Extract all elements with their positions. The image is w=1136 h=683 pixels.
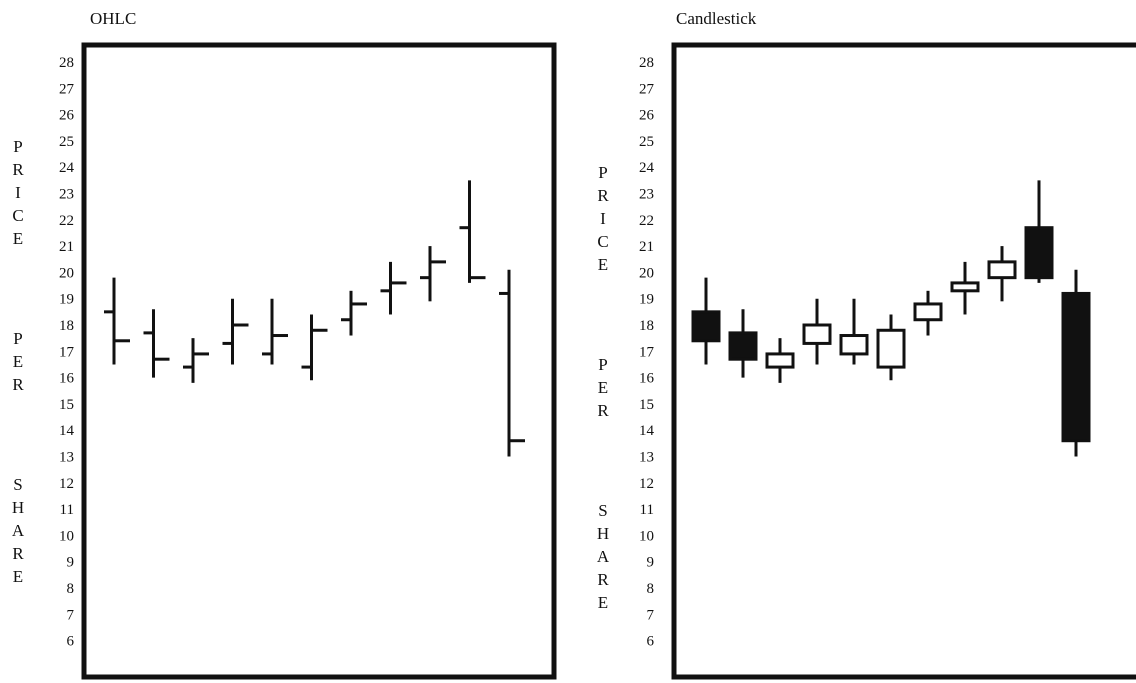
ohlc-bar: [341, 290, 367, 336]
candlestick-up: [876, 314, 906, 381]
candlestick-body: [1061, 291, 1091, 443]
ohlc-bar: [104, 277, 130, 365]
y-tick-label: 25: [59, 134, 74, 150]
candlestick-body: [987, 260, 1017, 280]
y-tick-label: 12: [639, 476, 654, 492]
ohlc-y-axis-ticks: 28 27 26 25 24 23 22 21 20 19 18 17 16 15 14 13 12 11 10 9 8…: [59, 55, 75, 650]
candlestick-y-axis-title: P R I C E P E R S H A R E: [597, 163, 610, 612]
y-tick-label: 6: [67, 634, 75, 650]
y-tick-label: 18: [639, 318, 654, 334]
y-tick-label: 10: [59, 528, 74, 544]
y-tick-label: 8: [647, 581, 655, 597]
y-tick-label: 13: [639, 450, 654, 466]
y-tick-label: 19: [59, 292, 74, 308]
ohlc-bar: [222, 298, 249, 365]
ohlc-bar: [380, 261, 407, 315]
ohlc-plot-frame: [81, 42, 557, 680]
candlestick-body: [913, 302, 943, 322]
candlestick-body: [876, 328, 906, 369]
ohlc-bar: [143, 309, 170, 378]
y-tick-label: 14: [59, 423, 75, 439]
candlestick-chart-title: Candlestick: [676, 9, 757, 28]
candlestick-down: [1024, 180, 1054, 283]
ohlc-chart: OHLC P R I C E P E R S H A R E 28 27 26 25 24 23 22 21 20 19 1…: [12, 9, 557, 680]
ohlc-y-axis-title: P R I C E P E R S H A R E: [12, 137, 25, 586]
y-tick-label: 8: [67, 581, 75, 597]
candlestick-up: [802, 298, 832, 365]
y-tick-label: 13: [59, 450, 74, 466]
candlestick-up: [987, 246, 1017, 302]
candlestick-up: [913, 290, 943, 336]
candlestick-body: [950, 281, 980, 293]
y-tick-label: 6: [647, 634, 655, 650]
y-tick-label: 11: [60, 502, 74, 518]
y-tick-label: 11: [640, 502, 654, 518]
ohlc-bar: [301, 314, 328, 381]
y-tick-label: 7: [647, 607, 655, 623]
y-tick-label: 26: [639, 108, 655, 124]
y-tick-label: 9: [67, 555, 75, 571]
y-tick-label: 7: [67, 607, 75, 623]
y-tick-label: 26: [59, 108, 75, 124]
y-tick-label: 28: [639, 55, 654, 71]
ohlc-bars: [104, 180, 525, 457]
y-tick-label: 10: [639, 528, 654, 544]
candlestick-down: [728, 309, 758, 378]
y-tick-label: 12: [59, 476, 74, 492]
y-tick-label: 20: [59, 265, 74, 281]
candlestick-body: [691, 310, 721, 343]
y-tick-label: 22: [639, 213, 654, 229]
y-tick-label: 15: [639, 397, 654, 413]
y-tick-label: 17: [59, 344, 75, 360]
ohlc-bar: [459, 180, 486, 283]
y-tick-label: 23: [639, 187, 654, 203]
ohlc-bar: [420, 246, 446, 302]
y-tick-label: 21: [59, 239, 74, 255]
y-tick-label: 28: [59, 55, 74, 71]
y-tick-label: 16: [59, 371, 75, 387]
ohlc-bar: [262, 298, 288, 365]
candlestick-down: [691, 277, 721, 365]
candlestick-body: [1024, 226, 1054, 280]
y-tick-label: 18: [59, 318, 74, 334]
y-tick-label: 19: [639, 292, 654, 308]
y-tick-label: 17: [639, 344, 655, 360]
candlesticks: [691, 180, 1091, 457]
candlestick-up: [765, 338, 795, 383]
candlestick-body: [802, 323, 832, 345]
y-tick-label: 9: [647, 555, 655, 571]
candlestick-body: [728, 331, 758, 361]
candlestick-y-axis-ticks: 28 27 26 25 24 23 22 21 20 19 18 17 16 15 14 13 12 11 10 9 8…: [639, 55, 655, 650]
candlestick-chart: Candlestick P R I C E P E R S H A R E 28 27 26 25 24 23 22…: [597, 9, 1136, 680]
y-tick-label: 24: [59, 160, 75, 176]
y-tick-label: 24: [639, 160, 655, 176]
candlestick-plot-frame: [671, 42, 1136, 680]
ohlc-chart-title: OHLC: [90, 9, 136, 28]
y-tick-label: 27: [59, 81, 75, 97]
candlestick-up: [839, 298, 869, 365]
y-tick-label: 15: [59, 397, 74, 413]
candlestick-down: [1061, 269, 1091, 457]
ohlc-bar: [183, 338, 209, 383]
ohlc-bar: [499, 269, 525, 457]
y-tick-label: 23: [59, 187, 74, 203]
candlestick-up: [950, 261, 980, 315]
y-tick-label: 27: [639, 81, 655, 97]
y-tick-label: 21: [639, 239, 654, 255]
y-tick-label: 22: [59, 213, 74, 229]
y-tick-label: 14: [639, 423, 655, 439]
y-tick-label: 16: [639, 371, 655, 387]
candlestick-body: [839, 334, 869, 356]
candlestick-body: [765, 352, 795, 369]
y-tick-label: 20: [639, 265, 654, 281]
y-tick-label: 25: [639, 134, 654, 150]
